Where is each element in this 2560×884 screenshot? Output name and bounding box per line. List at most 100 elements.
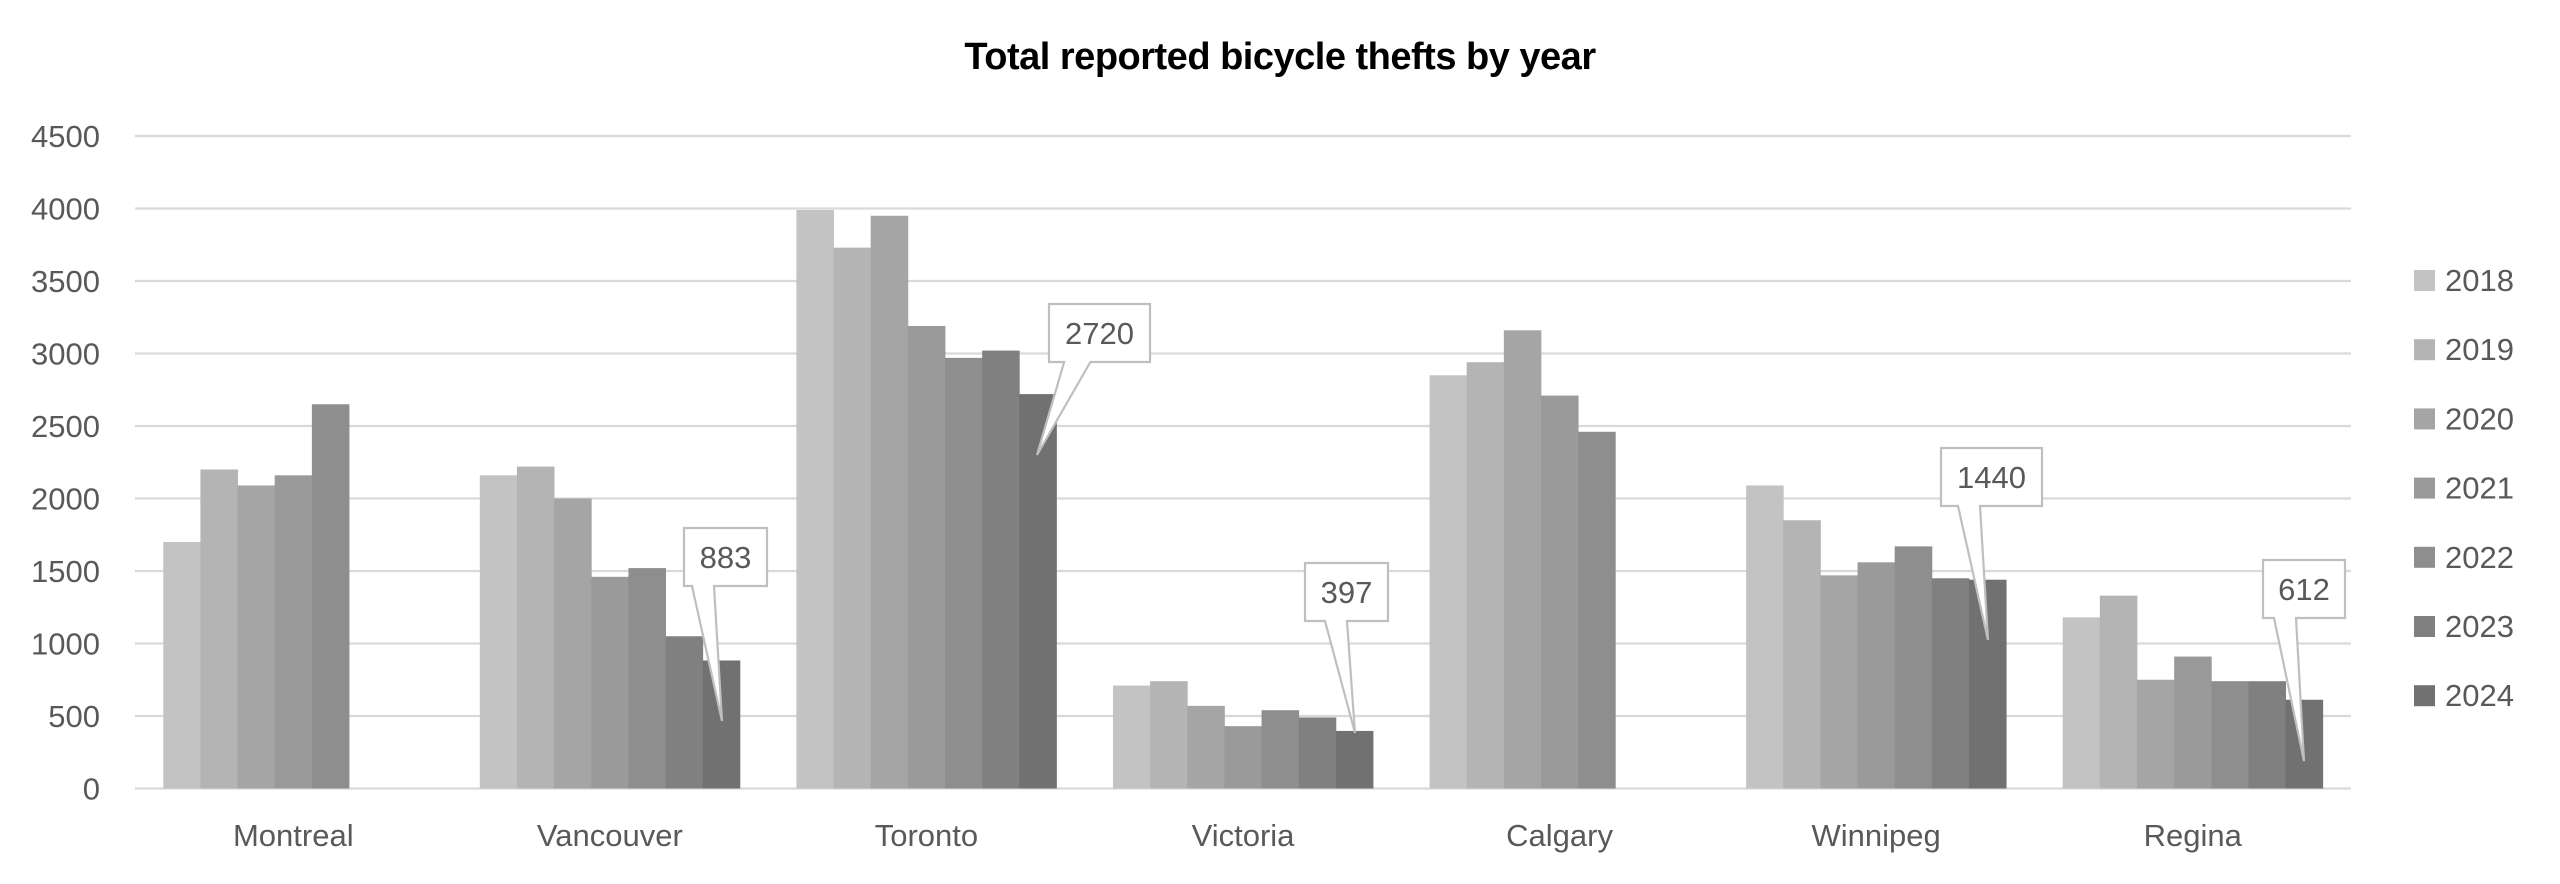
bar-2019 (1150, 681, 1188, 789)
callout-box (682, 526, 769, 722)
x-tick-label: Vancouver (537, 818, 683, 853)
bar-2019 (2099, 595, 2138, 789)
bar-2018 (1746, 485, 1784, 789)
bar-2020 (870, 215, 909, 789)
bars (163, 209, 2324, 789)
legend-item-2023: 2023 (2414, 609, 2514, 644)
callout-box (2261, 558, 2347, 762)
legend-label: 2021 (2445, 471, 2514, 506)
bar-2024 (2285, 699, 2324, 789)
bar-2019 (516, 466, 555, 789)
callout-value: 883 (700, 540, 752, 575)
y-tick-label: 1000 (31, 627, 100, 662)
bar-2021 (2174, 656, 2212, 789)
callout-toronto: 2720 (1035, 302, 1152, 456)
legend-item-2024: 2024 (2414, 678, 2514, 713)
bar-2024 (1019, 394, 1057, 789)
legend-item-2018: 2018 (2414, 263, 2514, 298)
bar-2023 (665, 636, 704, 789)
bar-2020 (2136, 679, 2175, 789)
bar-2021 (591, 576, 629, 789)
callout-value: 612 (2278, 572, 2330, 607)
legend-swatch (2414, 339, 2435, 361)
callout-winnipeg: 1440 (1939, 446, 2044, 641)
legend-label: 2022 (2445, 540, 2514, 575)
bar-2022 (628, 568, 666, 789)
bar-group-montreal (163, 404, 350, 789)
legend-label: 2018 (2445, 263, 2514, 298)
callout-value: 1440 (1957, 460, 2026, 495)
bar-2024 (1969, 579, 2007, 789)
bar-2021 (907, 325, 946, 789)
bar-2023 (982, 350, 1020, 789)
bar-2024 (702, 660, 741, 789)
bar-2024 (1335, 730, 1374, 789)
x-tick-label: Regina (2144, 818, 2243, 853)
y-tick-label: 2000 (31, 482, 100, 517)
y-tick-label: 500 (48, 699, 100, 734)
x-axis-labels: Montreal Vancouver Toronto Victoria Calgary W… (233, 818, 2243, 853)
x-tick-label: Victoria (1192, 818, 1296, 853)
legend-swatch (2414, 685, 2435, 707)
y-axis-labels: 0 500 1000 1500 2000 2500 3000 3500 4000 4500 (31, 119, 100, 807)
y-tick-label: 3500 (31, 264, 100, 299)
legend-swatch (2414, 616, 2435, 637)
bar-2020 (1187, 705, 1225, 789)
legend-item-2021: 2021 (2414, 471, 2514, 506)
x-tick-label: Toronto (875, 818, 978, 853)
callout-victoria: 397 (1303, 561, 1390, 734)
legend-label: 2023 (2445, 609, 2514, 644)
bar-2022 (945, 357, 983, 789)
legend-swatch (2414, 477, 2435, 499)
bar-2020 (554, 498, 592, 789)
chart-title: Total reported bicycle thefts by year (964, 36, 1596, 78)
bar-2019 (1466, 362, 1505, 789)
callout-value: 397 (1321, 575, 1373, 610)
bar-2018 (479, 475, 518, 789)
bar-2018 (1112, 685, 1151, 789)
bar-2018 (2062, 617, 2101, 789)
y-tick-label: 3000 (31, 337, 100, 372)
y-tick-label: 1500 (31, 554, 100, 589)
callout-vancouver: 883 (682, 526, 769, 722)
bar-2022 (1578, 431, 1616, 789)
legend-label: 2024 (2445, 678, 2514, 713)
bar-2023 (1931, 578, 1970, 789)
bar-2019 (1783, 520, 1821, 789)
x-tick-label: Montreal (233, 818, 354, 853)
legend-swatch (2414, 408, 2435, 430)
bar-2020 (1820, 575, 1858, 789)
x-tick-label: Winnipeg (1812, 818, 1941, 853)
bar-2022 (311, 404, 350, 789)
bar-2018 (1429, 375, 1468, 789)
y-tick-label: 4000 (31, 192, 100, 227)
legend-label: 2019 (2445, 332, 2514, 367)
legend-label: 2020 (2445, 401, 2514, 436)
legend-swatch (2414, 270, 2435, 291)
bar-2021 (1540, 395, 1579, 789)
bar-2021 (1224, 726, 1262, 789)
y-tick-label: 4500 (31, 119, 100, 154)
legend-item-2020: 2020 (2414, 401, 2514, 436)
bar-2023 (1298, 717, 1337, 789)
bar-2018 (796, 209, 834, 789)
callout-box (1939, 446, 2044, 641)
bar-2023 (2248, 681, 2286, 789)
bar-group-regina (2062, 595, 2324, 789)
bar-2022 (2211, 681, 2249, 789)
callout-box (1303, 561, 1390, 734)
bar-group-toronto (796, 209, 1057, 789)
legend: 2018 2019 2020 2021 2022 2023 2024 (2414, 263, 2514, 713)
bar-2020 (237, 485, 276, 789)
bar-group-victoria (1112, 681, 1374, 789)
callout-value: 2720 (1065, 316, 1134, 351)
y-tick-label: 0 (83, 772, 100, 807)
y-tick-label: 2500 (31, 409, 100, 444)
bar-group-vancouver (479, 466, 741, 789)
data-callouts: 883 2720 397 1440 612 (682, 302, 2347, 762)
bar-2019 (200, 469, 238, 789)
legend-item-2022: 2022 (2414, 540, 2514, 575)
legend-swatch (2414, 546, 2435, 568)
